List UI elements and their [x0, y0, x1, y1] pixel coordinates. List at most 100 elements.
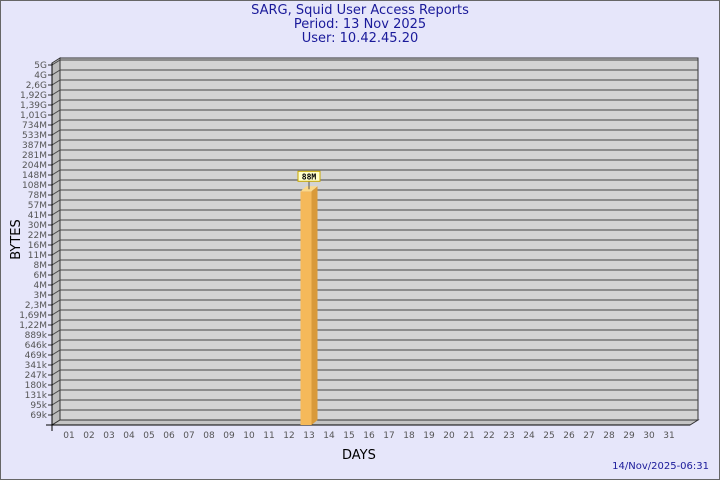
y-tick-label: 180k [25, 381, 48, 391]
grid-line-side [51, 89, 61, 96]
y-tick-label: 16M [28, 241, 47, 251]
x-tick-label: 01 [63, 431, 74, 441]
y-tick-label: 4G [34, 71, 47, 81]
y-tick-label: 22M [28, 231, 47, 241]
y-tick-label: 1,92G [20, 91, 47, 101]
grid-line-side [51, 239, 61, 246]
y-tick-label: 247k [25, 371, 48, 381]
x-tick-label: 15 [343, 431, 354, 441]
x-tick-label: 31 [663, 431, 674, 441]
grid-line-side [51, 119, 61, 126]
grid-line-side [51, 369, 61, 376]
grid-line-side [51, 149, 61, 156]
x-tick-label: 06 [163, 431, 175, 441]
y-tick-label: 469k [25, 351, 48, 361]
x-tick-label: 30 [643, 431, 655, 441]
y-tick-label: 69k [30, 411, 47, 421]
y-tick-label: 889k [25, 331, 48, 341]
grid-line-side [51, 409, 61, 416]
plot-back-wall [59, 57, 699, 421]
y-tick-label: 57M [28, 201, 47, 211]
x-tick-label: 16 [363, 431, 375, 441]
grid-line-side [51, 129, 61, 136]
x-tick-label: 26 [563, 431, 575, 441]
x-tick-label: 10 [243, 431, 255, 441]
y-tick-label: 5G [34, 61, 47, 71]
bar-side [311, 186, 318, 425]
grid-line-side [51, 79, 61, 86]
grid-line-side [51, 189, 61, 196]
x-tick-label: 08 [203, 431, 215, 441]
grid-line-side [51, 279, 61, 286]
grid-line-side [51, 379, 61, 386]
x-tick-label: 03 [103, 431, 114, 441]
grid-line-side [51, 159, 61, 166]
grid-line-side [51, 99, 61, 106]
y-tick-label: 41M [28, 211, 47, 221]
x-tick-label: 25 [543, 431, 554, 441]
grid-line-side [51, 219, 61, 226]
x-tick-label: 12 [283, 431, 294, 441]
grid-line-side [51, 59, 61, 66]
x-tick-label: 29 [623, 431, 635, 441]
x-tick-label: 18 [403, 431, 415, 441]
x-tick-label: 07 [183, 431, 194, 441]
x-tick-label: 14 [323, 431, 335, 441]
grid-line-side [51, 209, 61, 216]
grid-line-side [51, 389, 61, 396]
bar-data-label: 88M [302, 172, 317, 181]
x-tick-label: 13 [303, 431, 314, 441]
y-tick-label: 108M [22, 181, 47, 191]
grid-line-side [51, 139, 61, 146]
grid-line-side [51, 299, 61, 306]
y-tick-label: 646k [25, 341, 48, 351]
grid-line-side [51, 349, 61, 356]
grid-line-side [51, 289, 61, 296]
x-tick-label: 05 [143, 431, 154, 441]
x-tick-label: 27 [583, 431, 594, 441]
grid-line-side [51, 329, 61, 336]
y-tick-label: 533M [22, 131, 47, 141]
chart-period: Period: 13 Nov 2025 [293, 17, 427, 32]
grid-line-side [51, 199, 61, 206]
bar-label-box [297, 170, 321, 182]
grid-line-side [51, 229, 61, 236]
y-tick-label: 387M [22, 141, 47, 151]
y-tick-label: 734M [22, 121, 47, 131]
y-tick-label: 131k [25, 391, 48, 401]
x-tick-label: 23 [503, 431, 514, 441]
timestamp: 14/Nov/2025-06:31 [612, 461, 709, 472]
x-tick-label: 20 [443, 431, 455, 441]
y-tick-label: 204M [22, 161, 47, 171]
x-tick-label: 09 [223, 431, 235, 441]
grid-line-side [51, 339, 61, 346]
y-tick-label: 2,3M [25, 301, 47, 311]
y-tick-label: 148M [22, 171, 47, 181]
grid-line-side [51, 319, 61, 326]
y-tick-label: 78M [28, 191, 47, 201]
grid-line-side [51, 169, 61, 176]
grid-line-side [51, 249, 61, 256]
y-tick-label: 95k [30, 401, 47, 411]
grid-line-side [51, 399, 61, 406]
y-tick-label: 6M [34, 271, 48, 281]
x-tick-label: 21 [463, 431, 474, 441]
plot-floor [50, 419, 700, 426]
y-tick-label: 2,6G [26, 81, 47, 91]
y-tick-label: 11M [28, 251, 47, 261]
grid-line-side [51, 109, 61, 116]
y-tick-label: 30M [28, 221, 47, 231]
x-tick-label: 02 [83, 431, 94, 441]
y-tick-label: 8M [34, 261, 48, 271]
grid-line-side [51, 259, 61, 266]
x-tick-label: 17 [383, 431, 394, 441]
y-tick-label: 4M [34, 281, 48, 291]
chart-user: User: 10.42.45.20 [301, 31, 419, 46]
grid-line-side [51, 69, 61, 76]
x-tick-label: 19 [423, 431, 435, 441]
chart-title: SARG, Squid User Access Reports [251, 3, 469, 18]
x-tick-label: 24 [523, 431, 535, 441]
grid-line-side [51, 309, 61, 316]
y-tick-label: 281M [22, 151, 47, 161]
